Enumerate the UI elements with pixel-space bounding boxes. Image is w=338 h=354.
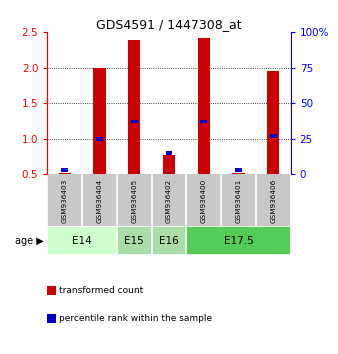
Bar [270,134,277,138]
Text: GSM936400: GSM936400 [201,178,207,223]
Bar [200,120,207,124]
Bar [267,71,280,175]
Text: E15: E15 [124,236,144,246]
Bar [93,68,105,175]
Bar [198,38,210,175]
Bar [131,120,138,124]
Bar [233,173,245,175]
Title: GDS4591 / 1447308_at: GDS4591 / 1447308_at [96,18,242,31]
Bar [128,40,140,175]
Text: E14: E14 [72,236,92,246]
Text: GSM936405: GSM936405 [131,178,137,223]
Text: GSM936402: GSM936402 [166,178,172,223]
Bar [152,226,186,255]
Bar [58,173,71,175]
Bar [47,226,117,255]
Text: percentile rank within the sample: percentile rank within the sample [59,314,212,323]
Bar [235,169,242,172]
Bar [166,151,172,155]
Bar [186,226,291,255]
Text: GSM936403: GSM936403 [62,178,68,223]
Text: GSM936404: GSM936404 [96,178,102,223]
Bar [61,169,68,172]
Bar [163,154,175,175]
Text: age ▶: age ▶ [15,236,44,246]
Text: transformed count: transformed count [59,286,143,295]
Bar [117,226,152,255]
Text: E16: E16 [159,236,179,246]
Text: GSM936406: GSM936406 [270,178,276,223]
Text: GSM936401: GSM936401 [236,178,242,223]
Bar [96,137,103,141]
Text: E17.5: E17.5 [224,236,254,246]
